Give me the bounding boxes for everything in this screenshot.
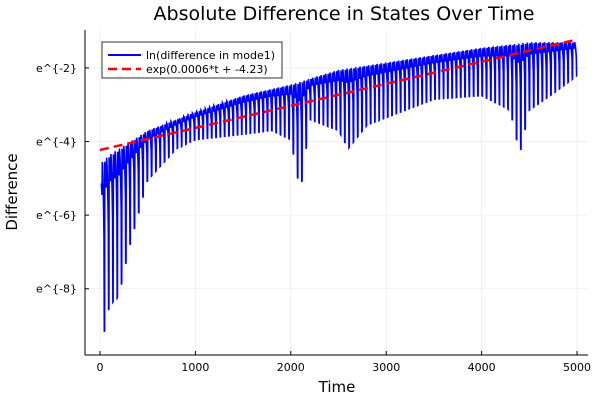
x-tick-label: 4000 [468, 361, 496, 374]
y-tick-label: e^{-6} [36, 209, 77, 222]
y-tick-label: e^{-4} [36, 136, 77, 149]
y-tick-label: e^{-2} [36, 62, 77, 75]
x-tick-label: 1000 [181, 361, 209, 374]
x-tick-label: 2000 [277, 361, 305, 374]
y-tick-label: e^{-8} [36, 283, 77, 296]
x-tick-label: 5000 [563, 361, 591, 374]
legend-label-fit: exp(0.0006*t + -4.23) [146, 63, 268, 76]
chart-title: Absolute Difference in States Over Time [154, 3, 535, 25]
axes: 0 1000 2000 3000 4000 5000 e^{-2} e^{-4} e^{-6} e… [36, 30, 591, 374]
series-fit-line [99, 38, 578, 152]
legend: ln(difference in mode1) exp(0.0006*t + -… [101, 41, 283, 79]
legend-label-mode1: ln(difference in mode1) [146, 49, 275, 62]
x-tick-label: 0 [96, 361, 103, 374]
x-axis-label: Time [318, 378, 356, 396]
series-mode1-line [100, 41, 578, 333]
x-tick-label: 3000 [372, 361, 400, 374]
plot-data [99, 38, 578, 333]
legend-box [101, 41, 283, 79]
y-axis-label: Difference [3, 153, 21, 230]
